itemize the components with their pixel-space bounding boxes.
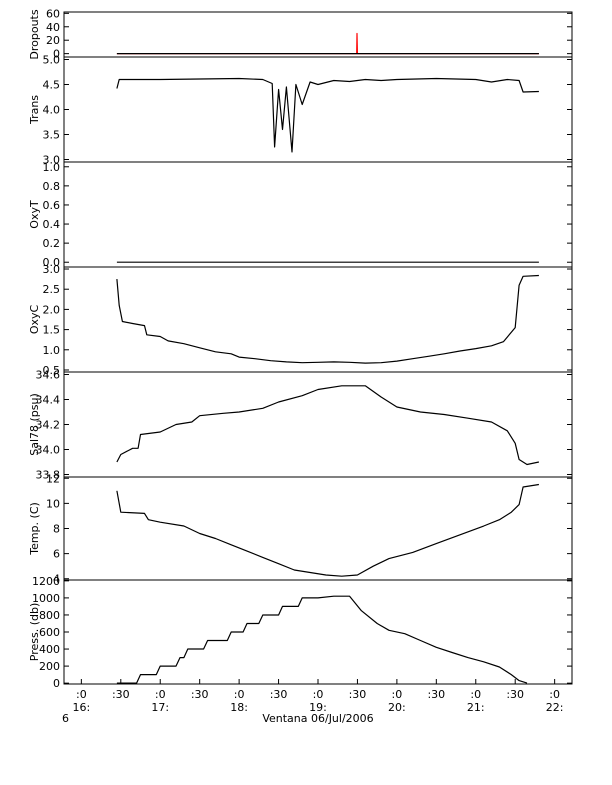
- y-tick-label: 1.0: [43, 344, 61, 357]
- y-tick-label: 34.2: [36, 419, 61, 432]
- day-label: 6: [62, 712, 69, 725]
- y-tick-label: 0.6: [43, 199, 61, 212]
- panel-1: 5.0 4.5 4.0 3.5 3.0 Trans: [28, 54, 573, 167]
- y-tick-label: 1000: [32, 592, 60, 605]
- time-axis: :0:30:0:30:0:30:0:30:0:30:0:30:016: 17: 18…: [73, 679, 564, 714]
- y-tick-label: 40: [46, 21, 60, 34]
- y-tick-label: 1.5: [43, 324, 61, 337]
- y-tick-label: 33.8: [36, 469, 61, 482]
- y-tick-label: 4.5: [43, 79, 61, 92]
- hour-label: 17:: [151, 701, 169, 714]
- y-tick-label: 200: [39, 660, 60, 673]
- panel-3: 3.0 2.5 2.0 1.5 1.0 0.5 OxyC: [28, 263, 573, 377]
- panel-frame: [63, 266, 573, 373]
- y-tick-label: 12: [46, 472, 60, 485]
- series-line-0: [116, 483, 539, 577]
- x-axis-caption: Ventana 06/Jul/2006: [262, 712, 373, 725]
- y-tick-label: 1200: [32, 575, 60, 588]
- y-axis-label: Trans: [28, 95, 41, 125]
- y-axis-label: Dropouts: [28, 9, 41, 59]
- y-tick-label: 400: [39, 643, 60, 656]
- y-tick-label: 0: [53, 677, 60, 690]
- x-tick-label: :30: [349, 688, 367, 701]
- series-line-0: [116, 595, 528, 684]
- x-tick-label: :0: [155, 688, 166, 701]
- hour-label: 18:: [230, 701, 248, 714]
- hour-label: 22:: [546, 701, 564, 714]
- x-tick-label: :30: [191, 688, 209, 701]
- x-tick-label: :30: [270, 688, 288, 701]
- x-tick-label: :0: [392, 688, 403, 701]
- y-tick-label: 600: [39, 626, 60, 639]
- hour-label: 16:: [73, 701, 91, 714]
- y-tick-label: 34.0: [36, 444, 61, 457]
- y-tick-label: 0.8: [43, 180, 61, 193]
- hour-label: 21:: [467, 701, 485, 714]
- y-tick-label: 0.5: [43, 364, 61, 377]
- panel-4: 34.6 34.4 34.2 34.0 33.8 Sal78 (psu): [28, 369, 573, 482]
- panel-5: 12 10 8 6 4 Temp. (C): [28, 472, 573, 586]
- y-tick-label: 800: [39, 609, 60, 622]
- series-line-0: [116, 385, 540, 466]
- panel-frame: [63, 11, 573, 58]
- x-tick-label: :0: [470, 688, 481, 701]
- x-tick-label: :30: [112, 688, 130, 701]
- y-tick-label: 3.0: [43, 154, 61, 167]
- y-tick-label: 34.4: [36, 394, 61, 407]
- y-tick-label: 8: [53, 523, 60, 536]
- panel-frame: [63, 161, 573, 268]
- panel-6: 1200 1000 800 600 400 200 0 Press. (db): [28, 575, 573, 690]
- series-line-0: [116, 274, 539, 364]
- panel-frame: [63, 579, 573, 685]
- y-tick-label: 20: [46, 34, 60, 47]
- y-tick-label: 4.0: [43, 104, 61, 117]
- x-tick-label: :0: [313, 688, 324, 701]
- hour-label: 20:: [388, 701, 406, 714]
- y-tick-label: 3.5: [43, 129, 61, 142]
- panel-frame: [63, 56, 573, 163]
- series-line-0: [116, 77, 539, 153]
- y-axis-label: Press. (db): [28, 603, 41, 662]
- y-axis-label: OxyC: [28, 305, 41, 335]
- y-tick-label: 5.0: [43, 54, 61, 67]
- y-axis-label: Sal78 (psu): [28, 393, 41, 456]
- chart-panels: 6040200Dropouts5.04.54.03.53.0Trans1.00.…: [28, 7, 573, 690]
- y-tick-label: 4: [53, 573, 60, 586]
- x-tick-label: :0: [549, 688, 560, 701]
- y-tick-label: 1.0: [43, 161, 61, 174]
- y-tick-label: 2.0: [43, 303, 61, 316]
- y-tick-label: 0.0: [43, 256, 61, 269]
- y-tick-label: 10: [46, 497, 60, 510]
- panel-2: 1.0 0.8 0.6 0.4 0.2 0.0 OxyT: [28, 161, 573, 269]
- y-tick-label: 6: [53, 548, 60, 561]
- y-tick-label: 0: [53, 48, 60, 61]
- y-tick-label: 34.6: [36, 369, 61, 382]
- y-tick-label: 60: [46, 7, 60, 20]
- hour-label: 19:: [309, 701, 327, 714]
- y-axis-label: OxyT: [28, 200, 41, 229]
- y-axis-label: Temp. (C): [28, 502, 41, 556]
- series-line-0: [116, 32, 539, 55]
- x-tick-label: :0: [76, 688, 87, 701]
- panel-frame: [63, 476, 573, 581]
- x-tick-label: :0: [234, 688, 245, 701]
- x-tick-label: :30: [427, 688, 445, 701]
- y-tick-label: 2.5: [43, 283, 61, 296]
- y-tick-label: 0.4: [43, 218, 61, 231]
- y-tick-label: 3.0: [43, 263, 61, 276]
- x-tick-label: :30: [506, 688, 524, 701]
- y-tick-label: 0.2: [43, 237, 61, 250]
